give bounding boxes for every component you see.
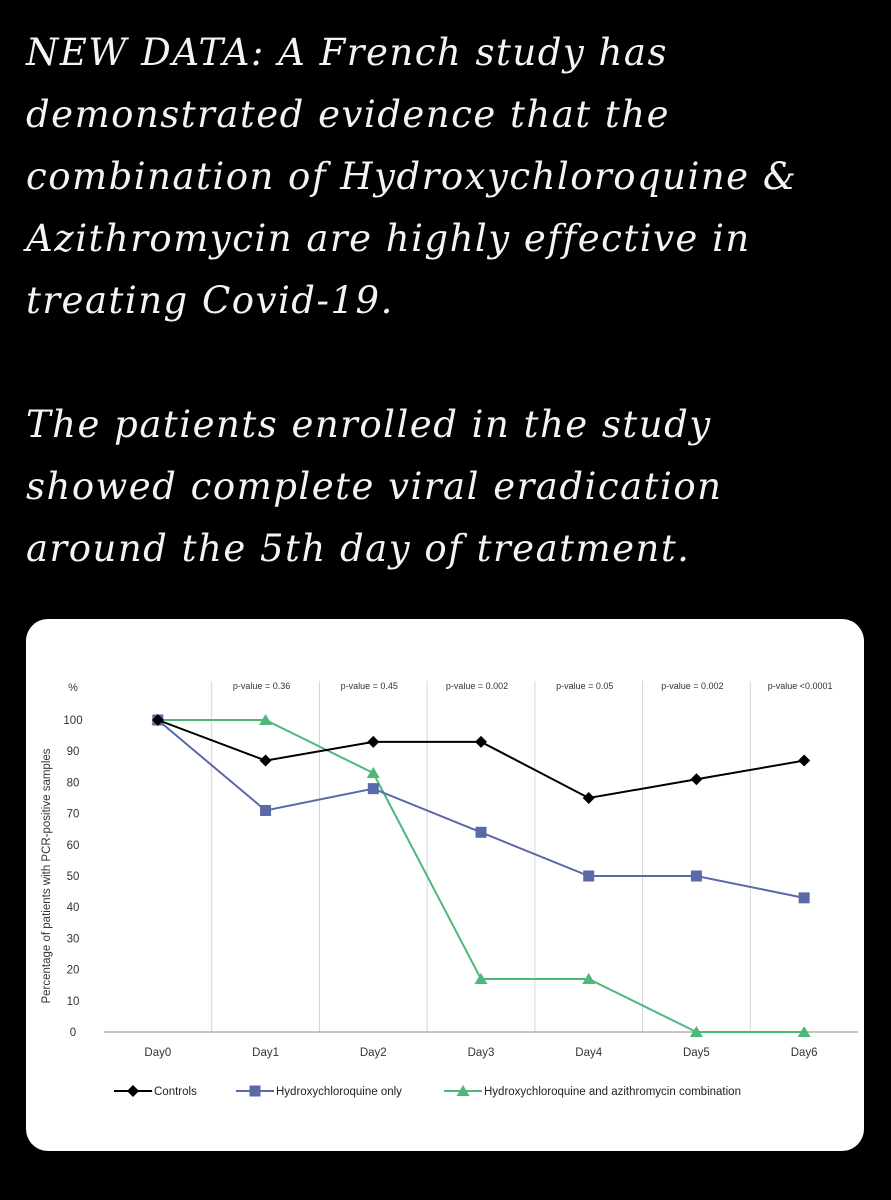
- y-tick-label: 0: [70, 1027, 76, 1039]
- data-point-triangle: [689, 1026, 703, 1037]
- data-point-diamond: [798, 754, 811, 767]
- data-point-triangle: [797, 1026, 811, 1037]
- data-point-square: [260, 804, 272, 816]
- data-point-triangle: [474, 972, 488, 984]
- y-axis-title: Percentage of patients with PCR-positive…: [41, 748, 53, 1003]
- legend-marker-square: [249, 1085, 261, 1097]
- post-caption: NEW DATA: A French study has demonstrate…: [26, 22, 876, 580]
- y-tick-label: 80: [67, 777, 80, 789]
- p-value-annotation: p-value <0.0001: [768, 681, 833, 691]
- data-point-diamond: [582, 792, 595, 804]
- y-tick-label: 30: [67, 933, 80, 945]
- y-tick-label: 90: [67, 746, 80, 758]
- x-tick-label: Day0: [144, 1047, 171, 1059]
- y-tick-label: 20: [67, 965, 80, 977]
- x-tick-label: Day4: [575, 1047, 602, 1059]
- data-point-diamond: [259, 754, 272, 767]
- data-point-square: [690, 870, 702, 882]
- caption-paragraph-1: NEW DATA: A French study has demonstrate…: [26, 31, 798, 322]
- x-tick-label: Day6: [791, 1047, 818, 1059]
- line-chart: % Percentage of patients with PCR-positiv…: [41, 681, 858, 1098]
- data-point-square: [475, 826, 487, 838]
- x-tick-label: Day3: [468, 1047, 495, 1059]
- data-point-square: [798, 892, 810, 904]
- legend-label: Controls: [154, 1086, 197, 1098]
- data-point-diamond: [690, 773, 703, 786]
- y-tick-label: 10: [67, 996, 80, 1008]
- data-point-square: [583, 870, 595, 882]
- data-point-square: [367, 783, 379, 795]
- legend-marker-diamond: [127, 1085, 139, 1097]
- data-point-triangle: [582, 972, 596, 984]
- data-point-diamond: [367, 735, 380, 748]
- y-tick-label: 70: [67, 809, 80, 821]
- y-tick-label: 50: [67, 871, 80, 883]
- y-tick-label: 100: [63, 715, 82, 727]
- y-unit-label: %: [68, 682, 78, 694]
- data-point-diamond: [151, 714, 164, 726]
- data-point-diamond: [475, 735, 487, 748]
- y-tick-label: 60: [67, 840, 80, 852]
- caption-paragraph-2: The patients enrolled in the study showe…: [26, 403, 723, 570]
- legend-label: Hydroxychloroquine only: [276, 1086, 402, 1098]
- legend-label: Hydroxychloroquine and azithromycin comb…: [484, 1086, 741, 1098]
- x-tick-label: Day2: [360, 1047, 387, 1059]
- legend-marker-triangle: [456, 1085, 470, 1096]
- data-point-triangle: [259, 714, 273, 725]
- p-value-annotation: p-value = 0.36: [233, 681, 290, 691]
- chart-card: % Percentage of patients with PCR-positiv…: [26, 619, 864, 1151]
- series-line-triangle: [157, 719, 805, 1033]
- p-value-annotation: p-value = 0.002: [446, 681, 508, 691]
- p-value-annotation: p-value = 0.002: [661, 681, 723, 691]
- p-value-annotation: p-value = 0.45: [341, 681, 398, 691]
- x-tick-label: Day1: [252, 1047, 279, 1059]
- p-value-annotation: p-value = 0.05: [556, 681, 613, 691]
- x-tick-label: Day5: [683, 1047, 710, 1059]
- y-tick-label: 40: [67, 902, 80, 914]
- series-line-diamond: [157, 719, 805, 800]
- data-point-triangle: [366, 767, 380, 779]
